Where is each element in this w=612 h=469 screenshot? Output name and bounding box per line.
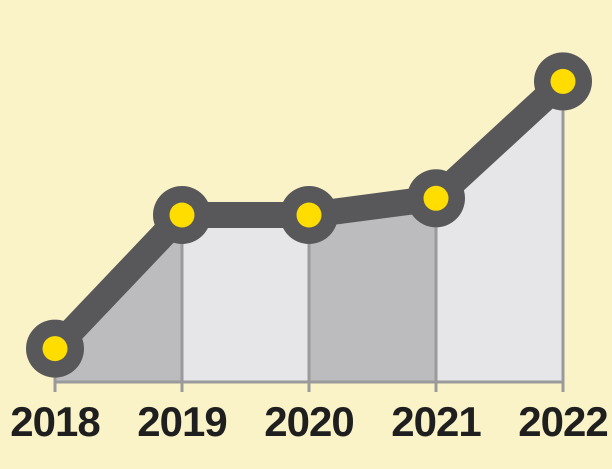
- x-tick-label-2020: 2020: [264, 398, 353, 445]
- x-tick-label-2018: 2018: [10, 398, 100, 445]
- area-segment-2020-2021: [309, 198, 436, 382]
- x-tick-label-2019: 2019: [137, 398, 226, 445]
- area-segments: [55, 81, 563, 383]
- point-2021: [423, 185, 449, 211]
- data-point-markers: [26, 52, 592, 378]
- area-segment-2021-2022: [436, 81, 563, 383]
- point-2019: [169, 202, 195, 228]
- area-segment-2019-2020: [182, 215, 309, 382]
- x-tick-label-2021: 2021: [391, 398, 481, 445]
- x-tick-label-2022: 2022: [518, 398, 607, 445]
- point-2022: [550, 68, 576, 94]
- point-2020: [296, 202, 322, 228]
- x-tick-labels: 2018 2019 2020 2021 2022: [10, 398, 608, 445]
- point-2018: [42, 336, 68, 362]
- divider-lines: [53, 81, 565, 392]
